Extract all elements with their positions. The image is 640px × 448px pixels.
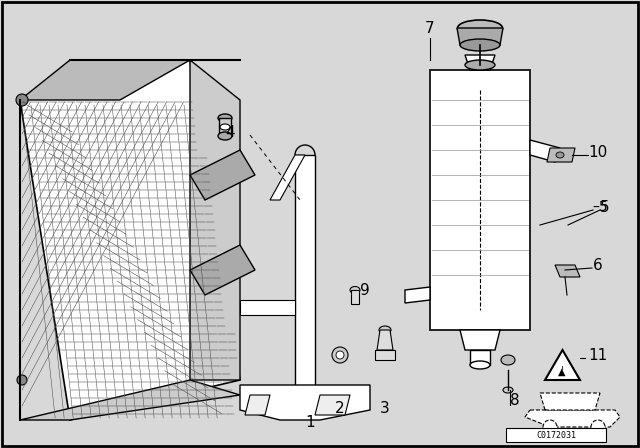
Polygon shape (190, 150, 255, 200)
Text: 5: 5 (600, 199, 610, 215)
Text: 1: 1 (305, 414, 315, 430)
Polygon shape (525, 410, 620, 427)
Ellipse shape (350, 287, 360, 293)
Polygon shape (295, 155, 315, 390)
Circle shape (543, 420, 557, 434)
Polygon shape (530, 140, 560, 162)
Circle shape (17, 375, 27, 385)
Text: –5: –5 (592, 200, 607, 214)
Polygon shape (465, 55, 495, 70)
Ellipse shape (470, 361, 490, 369)
Polygon shape (545, 350, 580, 380)
Polygon shape (470, 350, 490, 365)
Polygon shape (315, 395, 350, 415)
Polygon shape (219, 118, 231, 136)
Text: 2: 2 (335, 401, 345, 415)
Polygon shape (20, 380, 240, 420)
Circle shape (336, 351, 344, 359)
Text: 4: 4 (225, 125, 235, 139)
Text: 11: 11 (588, 348, 607, 362)
Polygon shape (547, 148, 575, 162)
Polygon shape (245, 395, 270, 415)
Circle shape (591, 420, 605, 434)
Text: 3: 3 (380, 401, 390, 415)
Text: 8: 8 (510, 392, 520, 408)
Text: 6: 6 (593, 258, 603, 272)
Ellipse shape (503, 387, 513, 393)
Bar (430, 70, 530, 330)
Polygon shape (351, 290, 359, 304)
Text: 7: 7 (425, 21, 435, 35)
Ellipse shape (501, 355, 515, 365)
Text: C0172031: C0172031 (536, 431, 576, 439)
Polygon shape (457, 28, 503, 45)
Polygon shape (555, 265, 580, 277)
Text: ▲: ▲ (558, 367, 566, 377)
Ellipse shape (218, 114, 232, 122)
Ellipse shape (379, 326, 391, 334)
Circle shape (552, 149, 564, 161)
Polygon shape (460, 330, 500, 350)
Text: 10: 10 (588, 145, 607, 159)
Bar (506, 428, 606, 442)
Polygon shape (240, 385, 370, 420)
Text: 9: 9 (360, 283, 370, 297)
Polygon shape (540, 393, 600, 410)
Ellipse shape (465, 60, 495, 70)
Ellipse shape (458, 20, 502, 36)
Polygon shape (375, 350, 395, 360)
Circle shape (16, 94, 28, 106)
Ellipse shape (218, 132, 232, 140)
Ellipse shape (556, 152, 564, 158)
Ellipse shape (460, 39, 500, 51)
Polygon shape (190, 245, 255, 295)
Ellipse shape (220, 124, 230, 130)
Polygon shape (240, 300, 295, 315)
Polygon shape (20, 60, 190, 100)
Text: !: ! (561, 366, 564, 375)
Polygon shape (190, 60, 240, 380)
Circle shape (332, 347, 348, 363)
Polygon shape (20, 60, 240, 420)
Polygon shape (377, 330, 393, 350)
Polygon shape (405, 287, 430, 303)
Polygon shape (270, 155, 305, 200)
